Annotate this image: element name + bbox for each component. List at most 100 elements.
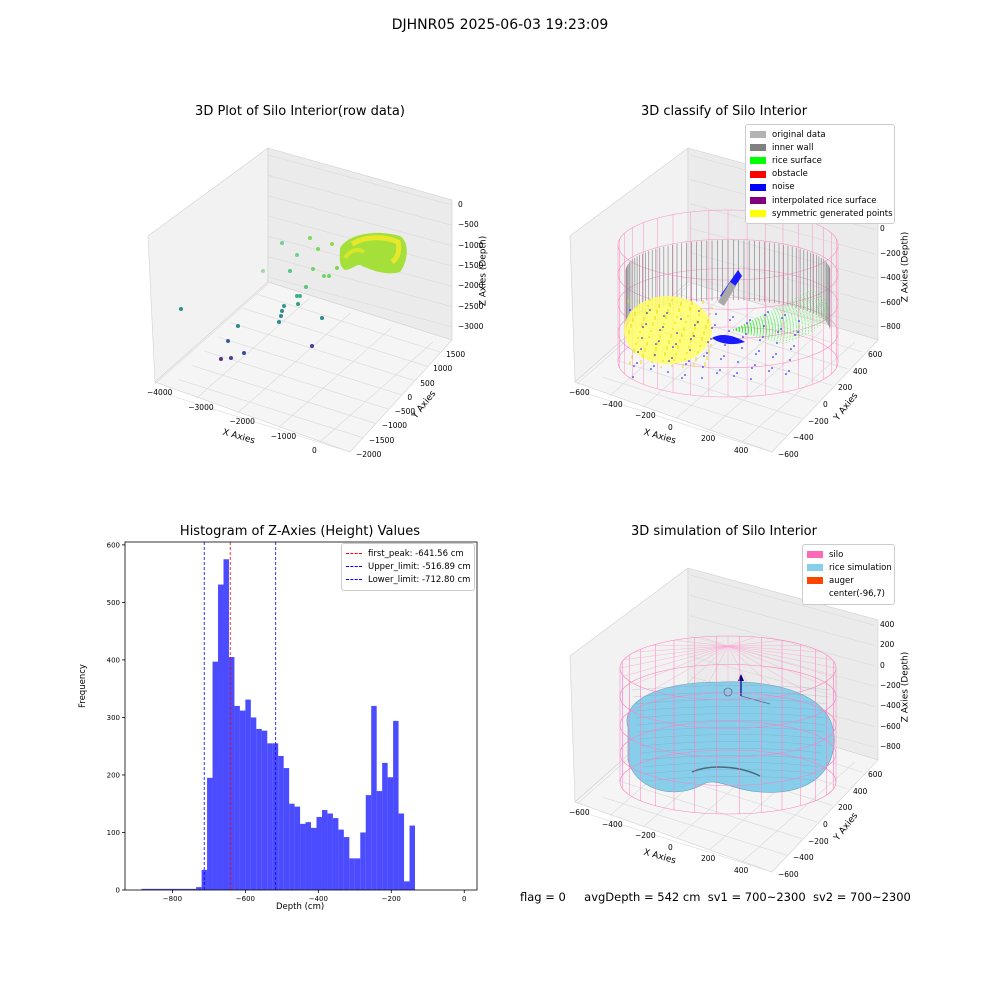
noise-point-52 (741, 347, 743, 349)
symmetric-point-127 (682, 366, 684, 368)
raw-point-12 (298, 294, 302, 298)
simulation-legend-label-3: center(-96,7) (829, 589, 885, 600)
symmetric-point-84 (639, 331, 641, 333)
raw-point-24 (219, 357, 223, 361)
raw-ytick-0: 1500 (446, 350, 466, 359)
histogram-bar-23 (316, 816, 322, 890)
noise-point-34 (663, 315, 665, 317)
histogram-bar-30 (354, 858, 361, 890)
raw-xtick-0: −4000 (147, 388, 173, 397)
noise-point-14 (633, 365, 635, 367)
symmetric-point-87 (664, 354, 666, 356)
classify-legend-swatch-1 (750, 144, 766, 152)
noise-point-70 (649, 309, 651, 311)
symmetric-point-44 (707, 319, 709, 321)
histogram-bar-39 (404, 881, 410, 890)
noise-point-20 (659, 329, 661, 331)
symmetric-point-61 (648, 336, 650, 338)
symmetric-point-118 (693, 365, 695, 367)
rice-mesh-line-13 (644, 776, 818, 782)
rice-surface-ray-16 (732, 317, 827, 331)
raw-point-15 (280, 309, 284, 313)
raw-point-25 (310, 344, 314, 348)
classify-legend-label-1: inner wall (772, 142, 814, 153)
silo-roof-rib-23 (727, 645, 833, 660)
simulation-xtick-4: 200 (701, 854, 716, 864)
histogram-legend-label-0: first_peak: -641.56 cm (368, 548, 464, 559)
rice-surface-ray-13 (732, 312, 828, 331)
noise-point-86 (775, 353, 777, 355)
noise-point-37 (676, 332, 678, 334)
symmetric-point-105 (642, 356, 644, 358)
rice-surface-ray-25 (732, 329, 810, 334)
status-avg-depth: avgDepth = 542 cm (584, 890, 701, 904)
raw-point-10 (304, 285, 308, 289)
symmetric-point-135 (634, 314, 636, 316)
symmetric-point-23 (704, 362, 706, 364)
rice-surface-ray-14 (732, 314, 828, 331)
noise-point-64 (793, 345, 795, 347)
symmetric-point-63 (636, 306, 638, 308)
rice-surface-ray-32 (732, 329, 788, 343)
rice-surface-ray-10 (732, 306, 828, 331)
symmetric-point-5 (640, 360, 642, 362)
noise-point-15 (694, 324, 696, 326)
histogram-legend-item-1: Upper_limit: -516.89 cm (346, 560, 471, 573)
symmetric-point-66 (661, 329, 663, 331)
histogram-bar-9 (239, 710, 246, 890)
histogram-bar-1 (196, 887, 202, 890)
raw-ytick-1: 1000 (433, 364, 453, 374)
simulation-legend-swatch-2 (807, 577, 823, 585)
simulation-legend-item-2: auger (807, 574, 890, 587)
simulation-ztick-6: −800 (880, 742, 901, 751)
silo-roof-rib-20 (727, 640, 783, 647)
histogram-ytick-1: 100 (107, 829, 120, 837)
simulation-xtick-3: 0 (668, 842, 673, 852)
histogram-legend-item-2: Lower_limit: -712.80 cm (346, 573, 470, 586)
silo-roof-rib-13 (623, 645, 729, 660)
noise-point-17 (646, 312, 648, 314)
noise-point-61 (780, 328, 782, 330)
symmetric-point-7 (628, 330, 630, 332)
symmetric-point-134 (683, 329, 685, 331)
symmetric-point-89 (652, 324, 654, 326)
symmetric-point-35 (632, 318, 634, 320)
histogram-legend-line-0 (346, 553, 362, 555)
classify-legend-item-3: obstacle (750, 168, 890, 181)
symmetric-point-91 (640, 362, 642, 364)
raw-plot-title: 3D Plot of Silo Interior(row data) (195, 104, 405, 119)
classify-xtick-0: −600 (569, 388, 590, 397)
histogram-ytick-5: 500 (107, 599, 120, 607)
histogram-bar-37 (393, 720, 399, 890)
symmetric-point-77 (638, 300, 640, 302)
simulation-3d-plot (569, 567, 879, 873)
symmetric-point-29 (668, 340, 670, 342)
noise-point-3 (642, 326, 644, 328)
histogram-bar-26 (332, 818, 339, 890)
symmetric-point-123 (706, 358, 708, 360)
symmetric-point-57 (672, 328, 674, 330)
histogram-bar-36 (387, 777, 394, 890)
histogram-xtick-2: −400 (309, 895, 328, 903)
symmetric-point-1 (664, 352, 666, 354)
silo-roof-rib-1 (727, 645, 833, 677)
raw-point-0 (280, 241, 284, 245)
symmetric-point-30 (705, 325, 707, 327)
raw-ztick-4: −2000 (458, 281, 484, 291)
status-line: flag = 0 avgDepth = 542 cm sv1 = 700~230… (520, 890, 911, 904)
silo-roof-rib-3 (727, 645, 805, 691)
symmetric-point-8 (665, 315, 667, 317)
classify-legend-label-4: noise (772, 182, 795, 193)
histogram-legend-label-1: Upper_limit: -516.89 cm (368, 561, 471, 572)
histogram-bar-28 (343, 837, 350, 890)
symmetric-point-43 (670, 334, 672, 336)
raw-xtick-4: 0 (312, 446, 317, 455)
symmetric-point-85 (676, 316, 678, 318)
histogram-bar-12 (256, 728, 262, 890)
silo-roof-rib-19 (727, 636, 757, 647)
noise-point-2 (751, 367, 753, 369)
noise-point-62 (671, 357, 673, 359)
rice-mesh-line-10 (641, 755, 821, 761)
histogram-legend-item-0: first_peak: -641.56 cm (346, 547, 470, 560)
symmetric-point-50 (671, 365, 673, 367)
